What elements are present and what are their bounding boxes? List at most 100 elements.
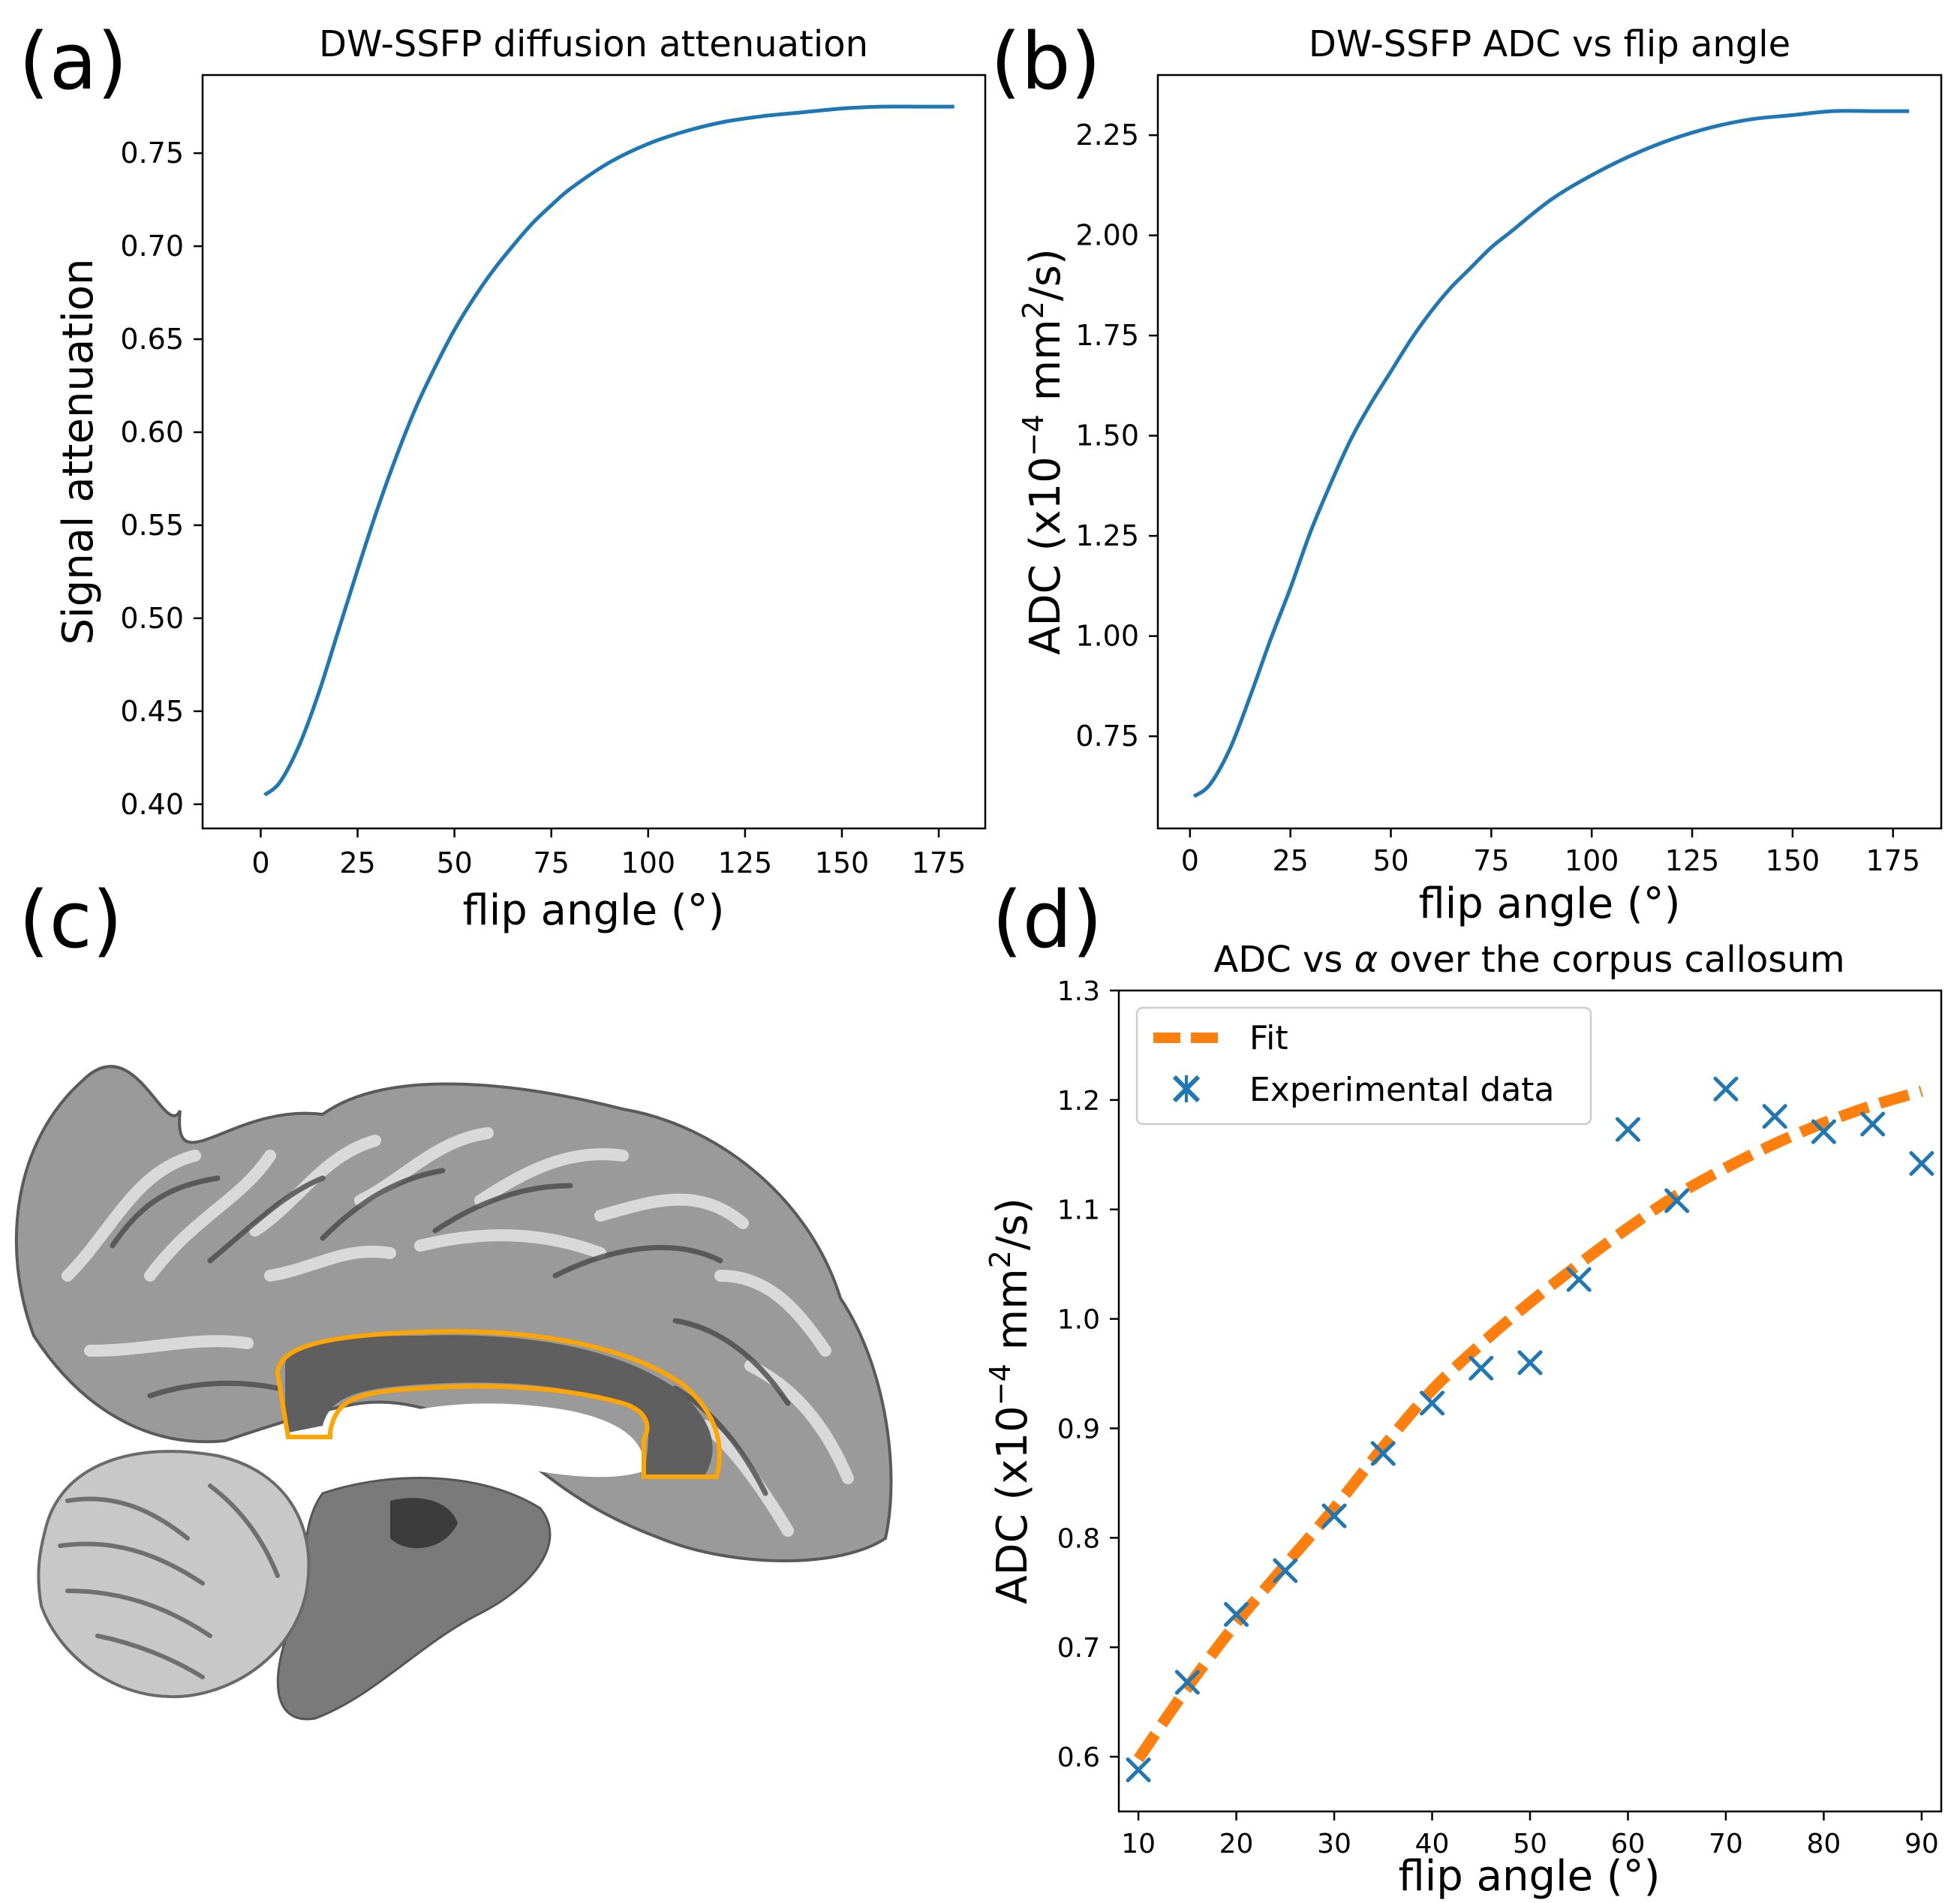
chart-a-xtick-label: 125 [718,846,773,879]
chart-d-xtick-label: 90 [1904,1829,1939,1859]
legend-data-swatch [1172,1075,1201,1103]
chart-b-series-line [1192,109,1910,798]
chart-a-title: DW-SSFP diffusion attenuation [319,23,868,65]
chart-d-xtick-label: 20 [1219,1829,1254,1859]
chart-a-xtick-label: 150 [815,846,870,879]
chart-b-title: DW-SSFP ADC vs flip angle [1309,23,1790,65]
chart-d-data-point [1762,1104,1787,1129]
chart-b-xlabel: flip angle (°) [1418,879,1680,928]
chart-b-xtick-label: 75 [1473,844,1509,877]
chart-a-frame [201,74,987,830]
chart-b-xtick-label: 175 [1865,844,1920,877]
chart-b-ytick-label: 2.00 [1075,219,1139,252]
chart-b-ytick-label: 0.75 [1075,720,1139,753]
panel-label-c: (c) [19,874,122,966]
chart-d-data-point [1420,1390,1445,1416]
chart-a: DW-SSFP diffusion attenuation 0 25 50 75 100… [54,23,987,935]
chart-a-ticks: 0 25 50 75 100 125 150 175 0.40 0.45 0.50 0.55 0.60 0… [120,137,966,879]
chart-b-ylabel: ADC (x10−4 mm2/s) [1017,248,1070,655]
chart-a-ylabel: Signal attenuation [54,258,103,645]
roi-outline [275,1329,722,1479]
chart-b-xtick-label: 125 [1665,844,1720,877]
panel-label-d: (d) [992,874,1102,966]
chart-d-data-point [1664,1188,1690,1213]
cerebellum-folia [58,1484,280,1679]
chart-b-xtick-label: 150 [1766,844,1820,877]
chart-b-ytick-label: 2.25 [1075,119,1139,152]
chart-d-data-point [1224,1601,1249,1627]
legend-data-label: Experimental data [1249,1071,1555,1109]
chart-a-xtick-label: 175 [912,846,966,879]
chart-a-xtick-label: 75 [534,846,570,879]
chart-d-xtick-label: 30 [1317,1829,1351,1859]
chart-a-ytick-label: 0.45 [120,695,184,728]
chart-d-ytick-label: 1.2 [1057,1086,1100,1117]
chart-a-series-line [263,104,954,797]
chart-a-xtick-label: 50 [436,846,472,879]
chart-b-ytick-label: 1.75 [1075,319,1139,352]
chart-a-ytick-label: 0.50 [120,602,184,635]
chart-b-xtick-label: 0 [1181,844,1199,877]
chart-b-ytick-label: 1.25 [1075,519,1139,552]
chart-d-ylabel: ADC (x10−4 mm2/s) [984,1198,1037,1604]
chart-d-data-point [1273,1558,1298,1583]
chart-d-xtick-label: 50 [1513,1829,1547,1859]
brain-sulci [110,1168,791,1496]
chart-a-xtick-label: 0 [251,846,269,879]
chart-d-data-point [1909,1150,1934,1176]
chart-d-xtick-label: 40 [1415,1829,1450,1859]
panel-label-b: (b) [991,16,1101,107]
chart-d-ytick-label: 1.3 [1057,976,1100,1007]
chart-a-xtick-label: 25 [339,846,375,879]
chart-b: DW-SSFP ADC vs flip angle 0 25 50 75 100 125 1… [1017,23,1943,928]
chart-d-frame [1117,989,1943,1813]
chart-d-data-point [1321,1503,1347,1529]
chart-b-plot [1192,109,1910,798]
chart-d-xtick-label: 80 [1807,1829,1841,1859]
chart-d-ytick-label: 0.7 [1057,1633,1100,1664]
chart-d-data-point [1811,1119,1836,1144]
chart-b-xtick-label: 50 [1372,844,1408,877]
chart-a-ytick-label: 0.75 [120,137,184,170]
chart-d-ytick-label: 1.0 [1057,1305,1100,1336]
midbrain-dark [390,1498,458,1549]
chart-a-ytick-label: 0.60 [120,416,184,449]
chart-d-ytick-label: 0.6 [1057,1742,1100,1773]
corpus-callosum [285,1335,713,1475]
legend-box [1135,1006,1592,1126]
panel-label-a: (a) [19,16,128,107]
legend-fit-label: Fit [1249,1019,1288,1057]
chart-d-xtick-label: 60 [1611,1829,1646,1859]
chart-d-xtick-label: 70 [1709,1829,1743,1859]
chart-b-ytick-label: 1.50 [1075,419,1139,452]
chart-a-ytick-label: 0.65 [120,323,184,356]
chart-d: ADC vs α over the corpus callosum 10 20 30… [984,939,1943,1901]
chart-a-xtick-label: 100 [621,846,676,879]
chart-d-legend: Fit Experimental data [1135,1006,1592,1126]
brain-mri-image [14,1065,893,1721]
chart-d-data-point [1713,1076,1739,1102]
chart-d-data-point [1566,1267,1592,1292]
chart-a-ytick-label: 0.70 [120,230,184,263]
chart-d-fit-line [1133,1086,1924,1763]
chart-d-xtick-label: 10 [1121,1829,1156,1859]
chart-d-ytick-label: 0.8 [1057,1523,1100,1554]
chart-b-ticks: 0 25 50 75 100 125 150 175 0.75 1.00 1.25 1.50 1.75 2… [1075,119,1920,877]
chart-d-plot [1126,1076,1934,1783]
chart-d-ticks: 10 20 30 40 50 60 70 80 90 0.6 0.7 0.8 0.9 1.0 1.1 1.2 1… [1057,976,1939,1859]
chart-d-data-point [1615,1117,1640,1142]
chart-d-title: ADC vs α over the corpus callosum [1213,939,1844,981]
chart-d-data-point [1860,1111,1886,1137]
chart-a-xlabel: flip angle (°) [462,886,724,935]
chart-b-xtick-label: 100 [1565,844,1619,877]
chart-d-data-point [1174,1670,1200,1695]
ventricle [330,1403,645,1478]
chart-d-data-point [1370,1441,1396,1466]
chart-d-xlabel: flip angle (°) [1398,1852,1660,1901]
chart-a-ytick-label: 0.40 [120,788,184,821]
chart-a-plot [263,104,954,797]
chart-d-data-point [1517,1350,1543,1375]
chart-d-ytick-label: 1.1 [1057,1195,1100,1226]
chart-a-ytick-label: 0.55 [120,509,184,542]
